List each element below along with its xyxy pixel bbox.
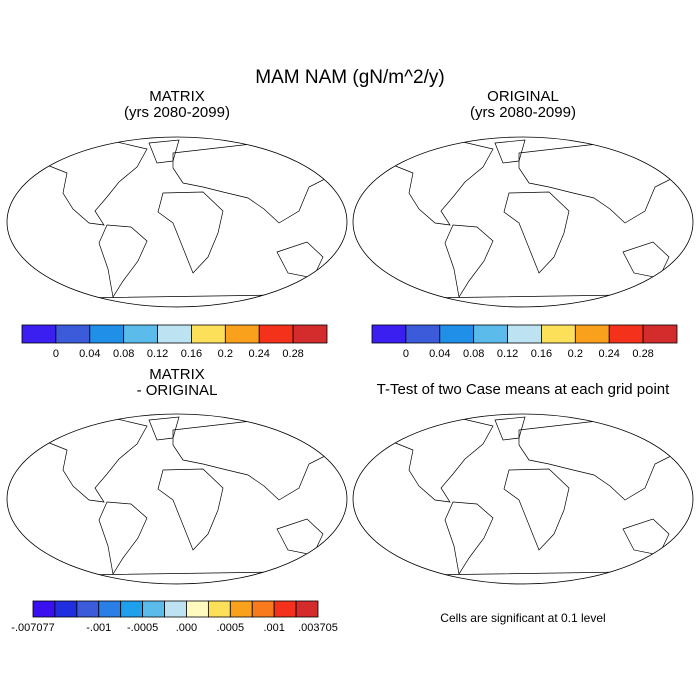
colorbar-box: [21, 324, 57, 344]
colorbar-label: 0: [53, 348, 59, 360]
panel-note: Cells are significant at 0.1 level: [440, 611, 605, 625]
colorbar-box: [473, 324, 508, 344]
panel-title: T-Test of two Case means at each grid po…: [377, 381, 670, 398]
colorbar-box: [292, 324, 328, 344]
panel-title: (yrs 2080-2099): [124, 104, 230, 121]
colorbar-box: [273, 600, 297, 618]
panel-title: MATRIX: [149, 88, 205, 105]
coastline: [41, 139, 340, 307]
colorbar-label: .0005: [217, 622, 245, 634]
colorbar-box: [164, 600, 187, 618]
colorbar-label: -.001: [86, 622, 111, 634]
map-content: [387, 139, 686, 307]
map-content: [41, 416, 340, 584]
map-frame: [6, 136, 348, 308]
colorbar-label: 0.24: [599, 348, 620, 360]
colorbar-label: 0.08: [463, 348, 484, 360]
colorbar-box: [608, 324, 644, 344]
colorbar-box: [295, 600, 319, 618]
colorbar-label: 0.24: [249, 348, 270, 360]
colorbar-label: 0.04: [79, 348, 100, 360]
colorbar-label: 0.12: [147, 348, 168, 360]
colorbar-box: [123, 324, 158, 344]
map: [352, 413, 694, 585]
panel-title: ORIGINAL: [487, 88, 559, 105]
colorbar-box: [120, 600, 144, 618]
colorbar-label: 0.04: [429, 348, 450, 360]
colorbar-box: [157, 324, 192, 344]
coastline: [41, 416, 340, 584]
panel-title: (yrs 2080-2099): [470, 104, 576, 121]
colorbar-label: -.007077: [11, 622, 54, 634]
colorbar-box: [32, 600, 56, 618]
map: [6, 136, 348, 308]
map-frame: [6, 413, 348, 585]
colorbar-box: [191, 324, 226, 344]
colorbar-box: [642, 324, 678, 344]
panel-title: - ORIGINAL: [137, 382, 218, 399]
colorbar-box: [507, 324, 542, 344]
colorbar-box: [142, 600, 165, 618]
land-fill: [42, 417, 339, 584]
map-frame: [352, 136, 694, 308]
land-base: [42, 417, 339, 584]
colorbar-box: [405, 324, 441, 344]
map: [6, 413, 348, 585]
colorbar-box: [371, 324, 407, 344]
colorbar-box: [207, 600, 231, 618]
colorbar-box: [98, 600, 122, 618]
figure-title: MAM NAM (gN/m^2/y): [255, 67, 444, 88]
colorbar-label: .001: [263, 622, 284, 634]
coastline: [387, 416, 686, 584]
colorbar-box: [574, 324, 610, 344]
colorbar-box: [541, 324, 576, 344]
map-content: [41, 139, 340, 307]
colorbar-box: [251, 600, 275, 618]
colorbar-label: 0.16: [531, 348, 552, 360]
land-base: [388, 140, 685, 307]
colorbar-label: 0.28: [282, 348, 303, 360]
colorbar-box: [229, 600, 253, 618]
colorbar-box: [76, 600, 100, 618]
coastline: [387, 139, 686, 307]
colorbar-label: 0.2: [568, 348, 583, 360]
colorbar-label: .000: [176, 622, 197, 634]
colorbar-box: [186, 600, 209, 618]
colorbar-box: [439, 324, 475, 344]
land-fill: [42, 140, 339, 307]
colorbar-label: 0.2: [218, 348, 233, 360]
colorbar-box: [55, 324, 91, 344]
colorbar-label: -.0005: [127, 622, 158, 634]
colorbar-label: 0.12: [497, 348, 518, 360]
colorbar-box: [89, 324, 125, 344]
colorbar-label: 0.08: [113, 348, 134, 360]
land-cells: [42, 417, 339, 584]
colorbar-box: [54, 600, 78, 618]
colorbar-label: 0.28: [632, 348, 653, 360]
colorbar-box: [258, 324, 294, 344]
map-content: [387, 416, 686, 584]
panel-title: MATRIX: [149, 366, 205, 383]
land-fill: [388, 140, 685, 307]
map-frame: [352, 413, 694, 585]
colorbar-box: [224, 324, 260, 344]
colorbar-label: 0.16: [181, 348, 202, 360]
colorbar-label: 0: [403, 348, 409, 360]
land-base: [42, 140, 339, 307]
colorbar-label: .003705: [298, 622, 338, 634]
map: [352, 136, 694, 308]
